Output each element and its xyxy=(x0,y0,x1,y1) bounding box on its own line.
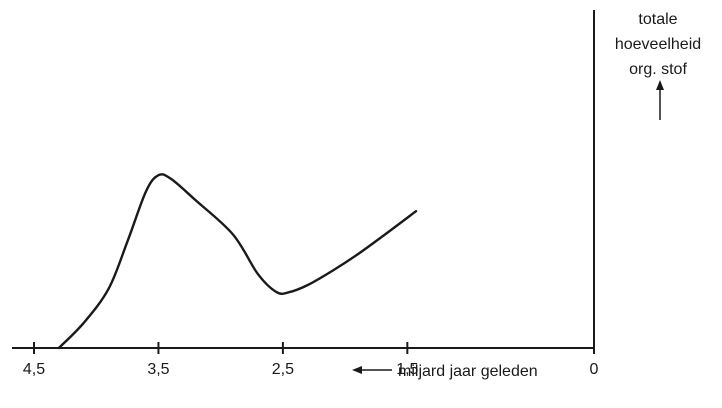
y-axis-label-line-3: org. stof xyxy=(629,61,687,78)
x-tick-label: 0 xyxy=(590,361,599,378)
x-tick-label: 3,5 xyxy=(147,361,169,378)
y-axis-label-line-1: totale xyxy=(638,11,677,28)
x-axis-label-text: miljard jaar geleden xyxy=(398,363,538,380)
y-axis-label-line-2: hoeveelheid xyxy=(615,36,701,53)
x-axis-arrowhead-icon xyxy=(352,366,362,374)
series-line xyxy=(59,174,416,348)
x-tick-label: 4,5 xyxy=(23,361,45,378)
y-axis-arrowhead-icon xyxy=(656,80,664,90)
x-axis-label: miljard jaar geleden xyxy=(352,363,538,380)
x-tick-label: 2,5 xyxy=(272,361,294,378)
y-axis-label: totale hoeveelheid org. stof xyxy=(615,11,701,120)
